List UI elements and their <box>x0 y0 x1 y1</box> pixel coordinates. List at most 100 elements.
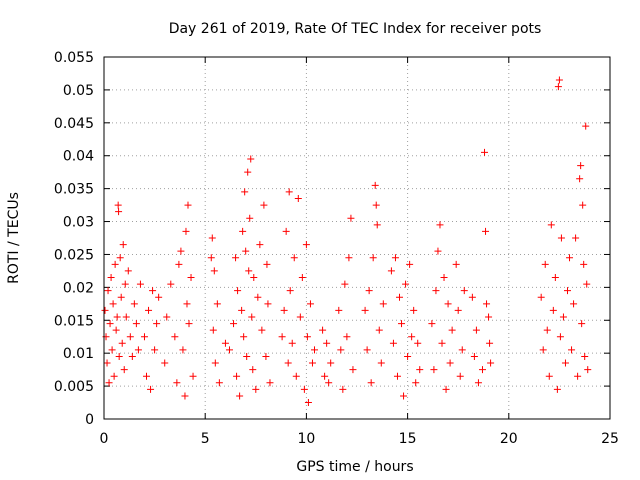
data-point-plus <box>485 313 493 321</box>
data-point-plus <box>171 333 179 341</box>
data-point-plus <box>151 346 159 354</box>
data-point-plus <box>143 372 151 380</box>
data-point-plus <box>149 287 157 295</box>
data-point-plus <box>145 306 153 314</box>
data-point-plus <box>121 280 129 288</box>
data-point-plus <box>280 306 288 314</box>
data-point-plus <box>185 320 193 328</box>
data-point-plus <box>487 359 495 367</box>
data-point-plus <box>570 300 578 308</box>
data-point-plus <box>549 306 557 314</box>
data-point-plus <box>482 227 490 235</box>
data-point-plus <box>182 227 190 235</box>
data-point-plus <box>246 214 254 222</box>
data-point-plus <box>258 326 266 334</box>
data-point-plus <box>124 267 132 275</box>
data-point-plus <box>114 201 122 209</box>
data-point-plus <box>252 385 260 393</box>
data-point-plus <box>213 300 221 308</box>
data-point-plus <box>116 254 124 262</box>
data-point-plus <box>327 359 335 367</box>
data-point-plus <box>115 352 123 360</box>
data-point-plus <box>375 326 383 334</box>
data-point-plus <box>292 372 300 380</box>
data-point-plus <box>458 346 466 354</box>
data-point-plus <box>117 293 125 301</box>
data-point-plus <box>582 122 590 130</box>
data-point-plus <box>161 359 169 367</box>
grid-lines <box>104 57 610 419</box>
data-point-plus <box>578 320 586 328</box>
data-point-plus <box>189 372 197 380</box>
y-tick-label: 0.015 <box>54 313 94 329</box>
y-tick-label: 0.005 <box>54 379 94 395</box>
data-point-plus <box>387 267 395 275</box>
data-point-plus <box>111 260 119 268</box>
data-point-plus <box>576 175 584 183</box>
data-point-plus <box>452 260 460 268</box>
data-point-plus <box>408 333 416 341</box>
data-point-plus <box>256 241 264 249</box>
x-tick-label: 0 <box>100 431 109 447</box>
data-point-plus <box>580 260 588 268</box>
data-point-plus <box>440 273 448 281</box>
y-tick-label: 0.055 <box>54 50 94 66</box>
data-point-plus <box>153 320 161 328</box>
data-point-plus <box>130 300 138 308</box>
data-point-plus <box>456 372 464 380</box>
data-point-plus <box>337 346 345 354</box>
data-point-plus <box>294 195 302 203</box>
data-point-plus <box>321 372 329 380</box>
data-point-plus <box>233 372 241 380</box>
data-point-plus <box>349 366 357 374</box>
data-point-plus <box>472 326 480 334</box>
data-point-plus <box>298 273 306 281</box>
data-point-plus <box>557 234 565 242</box>
data-point-plus <box>343 333 351 341</box>
data-point-plus <box>263 260 271 268</box>
data-point-plus <box>566 254 574 262</box>
data-point-plus <box>554 83 562 91</box>
data-point-plus <box>113 313 121 321</box>
data-point-plus <box>393 372 401 380</box>
data-point-plus <box>537 293 545 301</box>
data-point-plus <box>306 300 314 308</box>
data-point-plus <box>412 379 420 387</box>
data-point-plus <box>243 352 251 360</box>
data-point-plus <box>563 287 571 295</box>
data-point-plus <box>414 339 422 347</box>
data-point-plus <box>236 392 244 400</box>
data-point-plus <box>583 280 591 288</box>
y-tick-label: 0.01 <box>63 346 94 362</box>
data-point-plus <box>210 267 218 275</box>
data-point-plus <box>339 385 347 393</box>
data-point-plus <box>468 293 476 301</box>
x-tick-label: 15 <box>399 431 417 447</box>
data-point-plus <box>209 326 217 334</box>
data-point-plus <box>106 320 114 328</box>
data-point-plus <box>248 313 256 321</box>
data-point-plus <box>132 320 140 328</box>
data-point-plus <box>341 280 349 288</box>
data-point-plus <box>134 346 142 354</box>
x-tick-label: 20 <box>500 431 518 447</box>
data-point-plus <box>547 221 555 229</box>
data-point-plus <box>577 162 585 170</box>
data-point-plus <box>572 234 580 242</box>
axis-ticks: 0 5 10 15 20 25 0 0.005 0.01 0.015 0.02 0.025 0.03 0.… <box>54 50 619 447</box>
data-point-plus <box>460 287 468 295</box>
data-point-plus <box>365 287 373 295</box>
data-point-plus <box>126 333 134 341</box>
data-point-plus <box>241 188 249 196</box>
data-point-plus <box>103 359 111 367</box>
y-tick-label: 0.035 <box>54 182 94 198</box>
data-point-plus <box>434 247 442 255</box>
data-point-plus <box>391 254 399 262</box>
y-tick-label: 0 <box>85 412 94 428</box>
data-point-plus <box>559 313 567 321</box>
data-point-plus <box>290 254 298 262</box>
x-tick-label: 10 <box>297 431 315 447</box>
data-point-plus <box>444 300 452 308</box>
data-point-plus <box>474 379 482 387</box>
